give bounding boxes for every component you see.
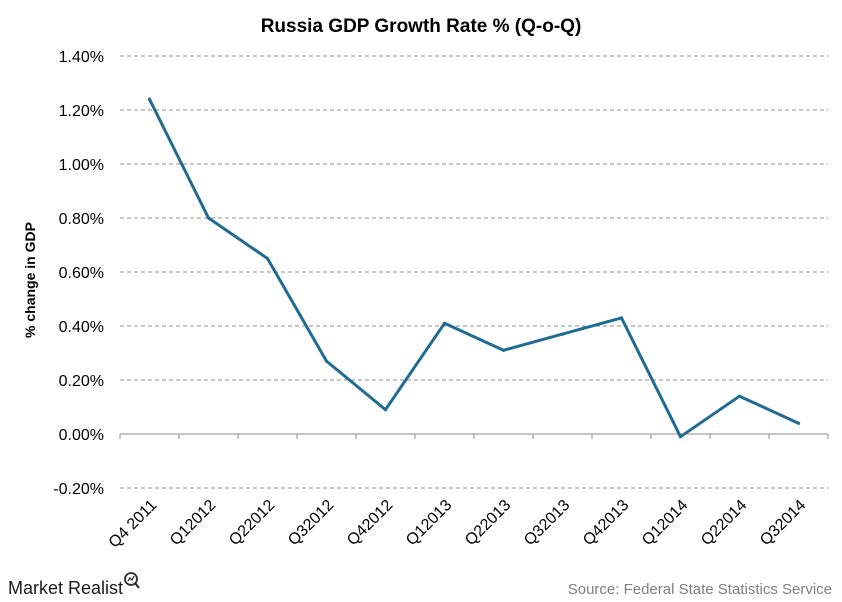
y-tick-label: 1.40%	[59, 49, 104, 66]
market-realist-logo: Market Realist	[8, 572, 140, 598]
data-point	[501, 348, 506, 352]
x-tick-labels: Q4 2011 Q12012 Q22012 Q32012 Q42012 Q12013 Q22…	[106, 497, 810, 552]
data-point	[737, 394, 742, 398]
chart-title: Russia GDP Growth Rate % (Q-o-Q)	[261, 16, 582, 37]
gridlines	[120, 55, 828, 489]
y-tick-label: 0.80%	[59, 211, 104, 228]
x-tick-label: Q22012	[226, 497, 278, 549]
y-tick-label: 1.20%	[59, 103, 104, 120]
y-tick-label: 0.40%	[59, 319, 104, 336]
data-point	[206, 216, 211, 220]
data-point	[265, 256, 270, 261]
x-tick-label: Q4 2011	[106, 497, 161, 552]
y-tick-label: 0.00%	[59, 427, 104, 444]
y-tick-labels: 1.40% 1.20% 1.00% 0.80% 0.60% 0.40% 0.20% 0.00%…	[53, 49, 104, 498]
data-point	[796, 421, 801, 425]
y-tick-label: 1.00%	[59, 157, 104, 174]
x-tick-label: Q12012	[167, 497, 219, 549]
source-note: Source: Federal State Statistics Service	[568, 581, 832, 598]
brand-name: Market Realist	[8, 578, 123, 598]
data-point	[678, 435, 683, 439]
x-tick-label: Q42012	[344, 497, 396, 549]
data-point	[442, 321, 447, 325]
x-tick-label: Q32014	[757, 497, 809, 549]
y-tick-label: 0.20%	[59, 373, 104, 390]
x-tick-label: Q32013	[521, 497, 573, 549]
x-tick-label: Q32012	[285, 497, 337, 549]
data-point	[147, 97, 152, 101]
series-line	[148, 97, 800, 439]
x-axis	[119, 433, 829, 439]
data-point	[324, 359, 329, 363]
x-tick-label: Q42013	[580, 497, 632, 549]
magnifier-icon	[124, 572, 140, 589]
x-tick-label: Q12013	[403, 497, 455, 549]
y-axis-label: % change in GDP	[22, 222, 38, 338]
data-point	[560, 332, 565, 336]
series-layer	[147, 97, 801, 439]
data-point	[383, 408, 388, 412]
x-tick-label: Q22013	[462, 497, 514, 549]
y-tick-label: -0.20%	[53, 481, 104, 498]
y-tick-label: 0.60%	[59, 265, 104, 282]
data-point	[619, 316, 624, 320]
x-tick-label: Q12014	[639, 497, 691, 549]
x-tick-label: Q22014	[698, 497, 750, 549]
